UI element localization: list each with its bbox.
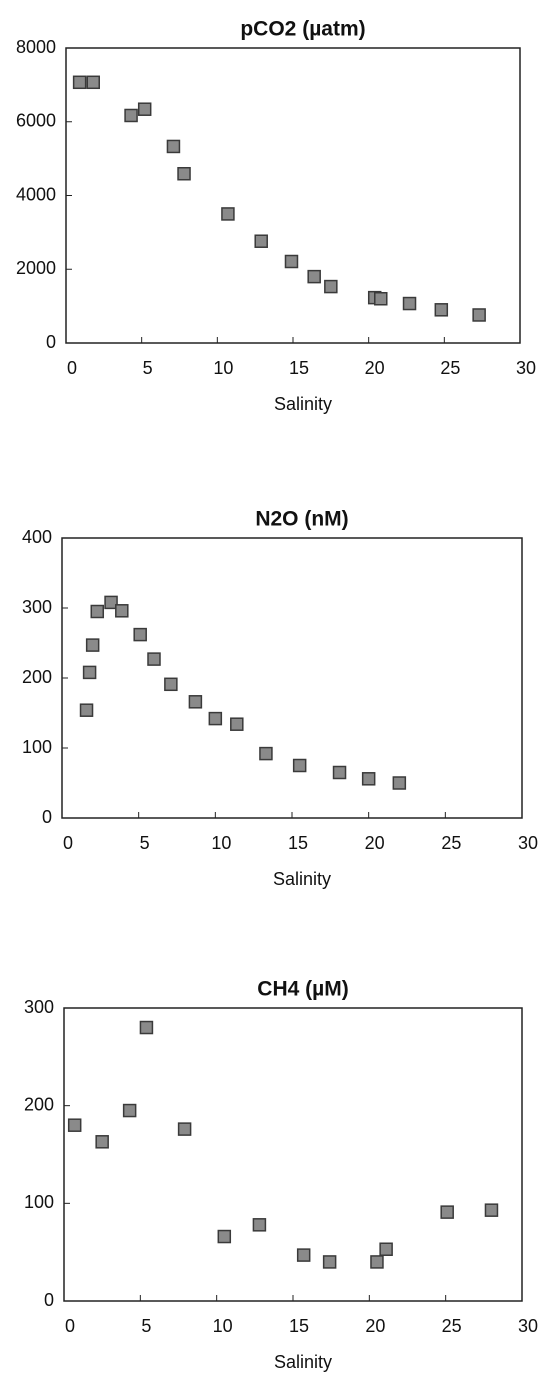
x-tick-label: 20 bbox=[365, 1316, 385, 1336]
point bbox=[332, 765, 347, 780]
x-tick-label: 5 bbox=[143, 358, 153, 378]
point bbox=[82, 665, 97, 680]
x-tick-label: 5 bbox=[140, 833, 150, 853]
point bbox=[72, 75, 87, 90]
point bbox=[230, 717, 244, 731]
x-tick-label: 25 bbox=[440, 358, 460, 378]
point bbox=[221, 207, 235, 221]
y-tick-label: 2000 bbox=[16, 258, 56, 278]
point bbox=[254, 234, 268, 248]
chart-title: pCO2 (µatm) bbox=[240, 18, 365, 41]
x-tick-label: 25 bbox=[441, 833, 461, 853]
point bbox=[361, 772, 376, 786]
point bbox=[164, 677, 178, 692]
y-tick-label: 400 bbox=[22, 527, 52, 547]
point bbox=[208, 711, 223, 726]
point bbox=[79, 703, 94, 717]
point bbox=[124, 108, 138, 123]
x-tick-label: 20 bbox=[365, 358, 385, 378]
point bbox=[217, 1229, 232, 1244]
x-axis-label: Salinity bbox=[274, 1352, 332, 1372]
point bbox=[90, 604, 105, 619]
x-axis-label: Salinity bbox=[274, 394, 332, 414]
x-tick-label: 30 bbox=[518, 1316, 538, 1336]
x-tick-label: 15 bbox=[289, 1316, 309, 1336]
y-tick-label: 6000 bbox=[16, 111, 56, 131]
point bbox=[324, 279, 338, 294]
point bbox=[392, 776, 407, 790]
chart-title: CH4 (µM) bbox=[257, 978, 348, 1001]
x-tick-label: 30 bbox=[516, 358, 536, 378]
point bbox=[166, 139, 181, 154]
point bbox=[370, 1255, 384, 1269]
point bbox=[104, 595, 118, 610]
x-tick-label: 30 bbox=[518, 833, 538, 853]
point bbox=[177, 1122, 192, 1136]
point bbox=[95, 1135, 109, 1149]
point bbox=[188, 695, 203, 709]
x-tick-label: 15 bbox=[288, 833, 308, 853]
x-tick-label: 10 bbox=[213, 1316, 233, 1336]
x-tick-label: 0 bbox=[65, 1316, 75, 1336]
x-tick-label: 25 bbox=[442, 1316, 462, 1336]
y-tick-label: 200 bbox=[22, 667, 52, 687]
x-tick-label: 0 bbox=[63, 833, 73, 853]
point bbox=[379, 1242, 393, 1256]
point bbox=[374, 292, 388, 306]
point bbox=[122, 1103, 137, 1118]
y-tick-label: 8000 bbox=[16, 37, 56, 57]
point bbox=[322, 1255, 337, 1269]
point bbox=[85, 638, 100, 652]
plot-frame bbox=[61, 537, 523, 819]
point bbox=[252, 1218, 267, 1232]
point bbox=[86, 75, 100, 90]
point bbox=[259, 746, 273, 761]
point bbox=[67, 1118, 82, 1132]
y-tick-label: 0 bbox=[46, 332, 56, 352]
chart-title: N2O (nM) bbox=[255, 508, 348, 531]
x-tick-label: 20 bbox=[365, 833, 385, 853]
point bbox=[139, 1020, 154, 1035]
y-tick-label: 0 bbox=[44, 1290, 54, 1310]
point bbox=[472, 308, 486, 322]
point bbox=[133, 627, 147, 642]
point bbox=[147, 652, 161, 666]
x-tick-label: 5 bbox=[141, 1316, 151, 1336]
point bbox=[402, 296, 417, 311]
x-tick-label: 10 bbox=[213, 358, 233, 378]
y-tick-label: 300 bbox=[24, 997, 54, 1017]
x-axis-label: Salinity bbox=[273, 869, 331, 889]
y-tick-label: 300 bbox=[22, 597, 52, 617]
point bbox=[284, 254, 299, 269]
x-tick-label: 0 bbox=[67, 358, 77, 378]
point bbox=[137, 102, 152, 116]
point bbox=[115, 604, 129, 618]
y-tick-label: 100 bbox=[22, 737, 52, 757]
point bbox=[484, 1203, 499, 1217]
point bbox=[434, 303, 449, 317]
point bbox=[177, 166, 191, 181]
plot-frame bbox=[63, 1007, 523, 1302]
plot-frame bbox=[65, 47, 521, 344]
x-tick-label: 15 bbox=[289, 358, 309, 378]
x-tick-label: 10 bbox=[211, 833, 231, 853]
y-tick-label: 0 bbox=[42, 807, 52, 827]
point bbox=[440, 1205, 454, 1219]
point bbox=[307, 269, 321, 284]
y-tick-label: 200 bbox=[24, 1094, 54, 1114]
point bbox=[296, 1248, 311, 1262]
y-tick-label: 100 bbox=[24, 1192, 54, 1212]
point bbox=[292, 758, 307, 773]
y-tick-label: 4000 bbox=[16, 184, 56, 204]
